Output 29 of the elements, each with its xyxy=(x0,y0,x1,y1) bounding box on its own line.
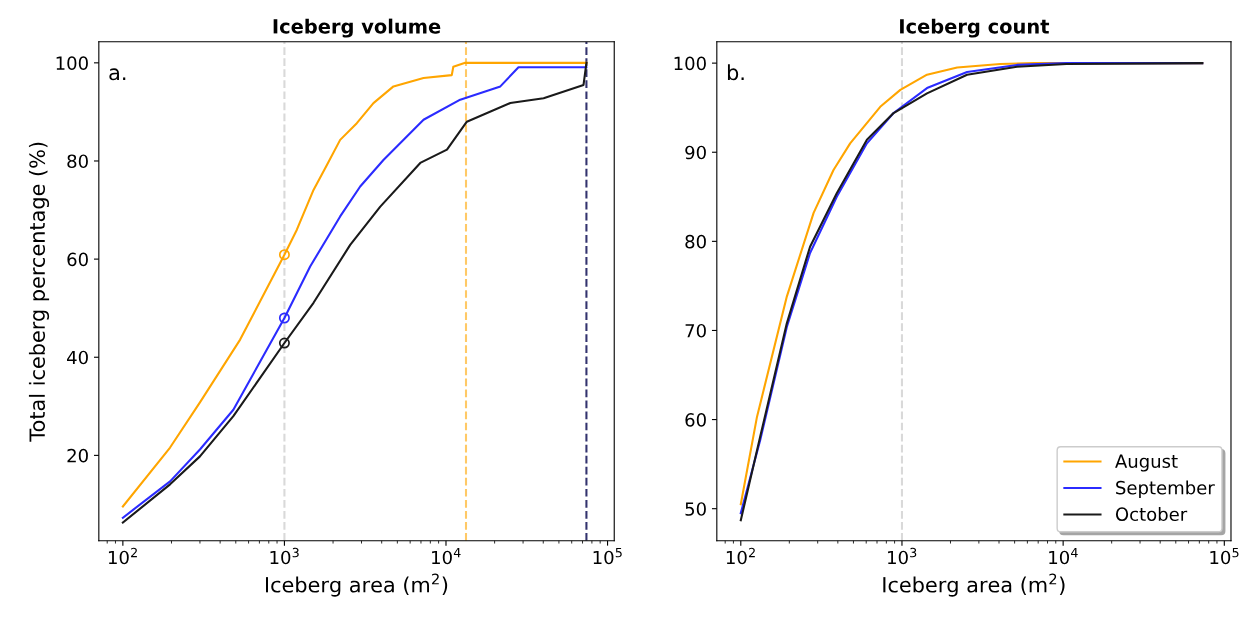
chart-title: Iceberg volume xyxy=(273,18,441,38)
legend-label: September xyxy=(1116,480,1215,499)
annotation: a. xyxy=(109,68,126,81)
x-tick-label: 10$^{4}$ xyxy=(1049,547,1078,565)
y-axis-title: Total iceberg percentage (%) xyxy=(28,142,50,442)
y-tick-label: 100 xyxy=(56,56,88,70)
y-tick-label: 80 xyxy=(67,154,88,169)
y-tick-label: 70 xyxy=(685,323,706,338)
y-tick-label: 100 xyxy=(674,56,706,71)
chart-title: Iceberg count xyxy=(900,18,1050,38)
x-tick-label: 10$^{3}$ xyxy=(270,547,299,565)
y-tick-label: 40 xyxy=(67,350,88,365)
legend-label: October xyxy=(1115,507,1188,522)
y-tick-label: 50 xyxy=(685,502,706,516)
x-tick-label: 10$^{2}$ xyxy=(108,547,137,565)
x-axis-title: Iceberg area (m$^{2}$) xyxy=(265,573,448,597)
annotation: b. xyxy=(727,64,744,81)
x-axis-title: Iceberg area (m$^{2}$) xyxy=(883,573,1065,597)
y-tick-label: 90 xyxy=(685,145,706,160)
y-tick-label: 20 xyxy=(67,448,88,463)
y-tick-label: 60 xyxy=(685,413,706,427)
y-tick-label: 80 xyxy=(685,234,706,249)
x-tick-label: 10$^{3}$ xyxy=(888,547,917,565)
legend-label: August xyxy=(1115,454,1178,472)
y-tick-label: 60 xyxy=(67,252,88,267)
x-tick-label: 10$^{5}$ xyxy=(1210,547,1239,565)
x-tick-label: 10$^{5}$ xyxy=(593,547,622,565)
x-tick-label: 10$^{2}$ xyxy=(726,547,755,565)
x-tick-label: 10$^{4}$ xyxy=(432,547,461,565)
